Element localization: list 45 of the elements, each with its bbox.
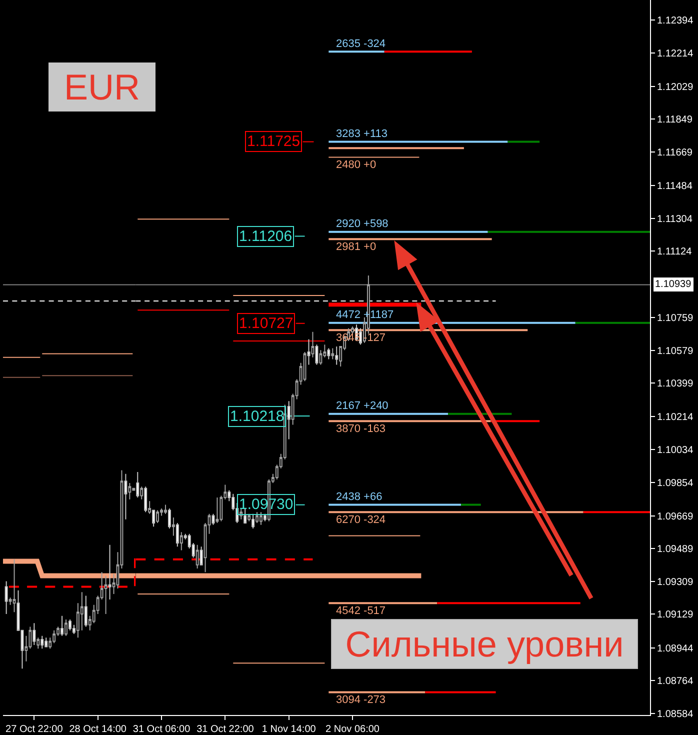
series-label: 1.10727	[239, 315, 294, 332]
y-tick-label: 1.11304	[657, 214, 693, 225]
y-tick-label: 1.10214	[657, 412, 694, 424]
annotation: 2438 +66	[336, 491, 382, 503]
annotation: 2981 +0	[336, 241, 376, 253]
annotation: 3870 -163	[336, 423, 386, 435]
x-tick-label: 2 Nov 06:00	[326, 724, 380, 735]
annotation: 3283 +113	[336, 128, 388, 140]
annotation: 6270 -324	[336, 514, 386, 526]
y-tick-label: 1.10034	[657, 444, 694, 456]
x-tick-label: 27 Oct 22:00	[6, 724, 64, 735]
y-tick-label: 1.11669	[657, 147, 693, 158]
y-tick-label: 1.09854	[657, 478, 694, 489]
annotation: 4542 -517	[336, 605, 386, 617]
annotation: 2480 +0	[336, 159, 376, 171]
x-tick-label: 28 Oct 14:00	[69, 724, 127, 735]
text: EUR	[64, 66, 140, 108]
y-tick-label: 1.10399	[657, 378, 694, 390]
y-tick-label: 1.10579	[657, 346, 694, 357]
y-tick-label: 1.12394	[657, 16, 694, 27]
y-tick-label: 1.09489	[657, 544, 694, 556]
y-tick-label: 1.08944	[657, 643, 694, 654]
series-label: 1.10218	[230, 408, 284, 425]
annotation: 2920 +598	[336, 218, 388, 230]
series-label: 1.11725	[247, 133, 300, 150]
y-tick-label: 1.09669	[657, 511, 694, 522]
y-tick-label: 1.10759	[657, 313, 694, 324]
x-tick-label: 31 Oct 22:00	[196, 724, 254, 735]
annotation: Сильные уровни	[345, 624, 624, 664]
y-tick-label: 1.08584	[657, 708, 694, 720]
annotation: 3094 -273	[336, 694, 386, 706]
y-tick-label: 1.11124	[657, 246, 692, 258]
y-tick-label: 1.08764	[657, 676, 694, 688]
y-tick-label: 1.12029	[657, 82, 694, 93]
annotation: 2635 -324	[336, 38, 386, 50]
y-tick-label: 1.09129	[657, 610, 694, 621]
y-tick-label: 1.11849	[657, 114, 693, 126]
y-tick-label: 1.09309	[657, 576, 694, 588]
ref-line-label: 1.10939	[655, 279, 692, 290]
series-label: 1.11206	[239, 228, 292, 245]
x-tick-label: 1 Nov 14:00	[262, 724, 316, 735]
x-tick-label: 31 Oct 06:00	[132, 724, 191, 735]
annotation: 2167 +240	[336, 400, 388, 412]
y-tick-label: 1.11484	[657, 181, 693, 192]
y-tick-label: 1.12214	[657, 48, 694, 60]
